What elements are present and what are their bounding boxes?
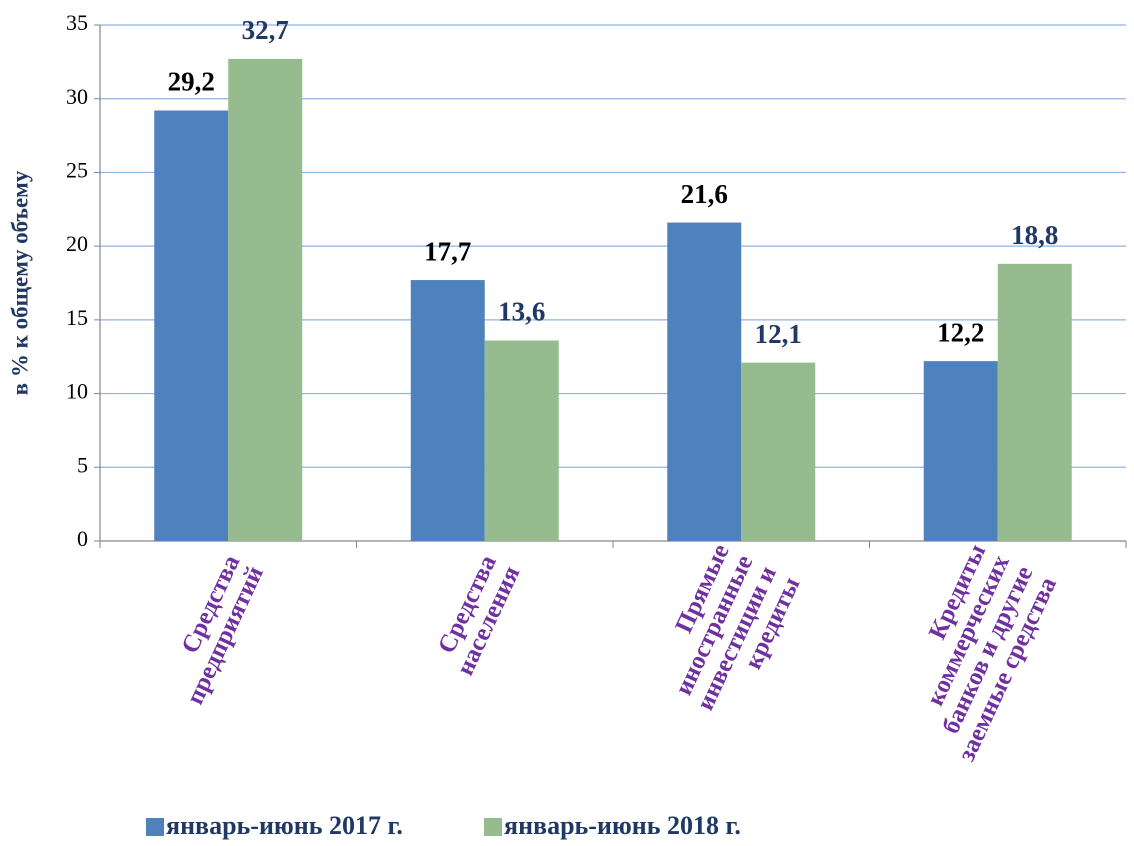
y-tick-label: 35 [66,10,88,35]
value-label: 13,6 [498,297,545,327]
bar [923,361,998,541]
bar [410,280,485,541]
y-tick-label: 10 [66,379,88,404]
legend-swatch [484,818,502,836]
bar [741,362,816,541]
y-tick-label: 0 [77,526,88,551]
legend-label: январь-июнь 2017 г. [166,811,403,840]
y-tick-label: 5 [77,452,88,477]
value-label: 12,2 [937,317,984,347]
x-tick-label: Прямыеиностранныеинвестиции икредиты [644,540,805,725]
legend-label: январь-июнь 2018 г. [504,811,741,840]
value-label: 29,2 [168,67,215,97]
x-tick-label: Средствапредприятий [158,551,269,709]
y-axis-label: в % к общему объему [7,170,32,395]
value-label: 21,6 [681,179,728,209]
y-tick-label: 20 [66,231,88,256]
value-label: 17,7 [424,236,471,266]
x-tick-label: Средстванаселения [428,551,526,680]
value-label: 12,1 [755,319,802,349]
bar [997,263,1072,541]
x-tick-label: Кредитыкоммерческихбанков и другиезаемны… [882,540,1062,766]
value-label: 32,7 [242,15,289,45]
legend-swatch [146,818,164,836]
bar [154,110,229,541]
y-tick-label: 25 [66,157,88,182]
bar [228,58,303,542]
bar [484,340,559,541]
y-tick-label: 15 [66,305,88,330]
bar [667,222,742,541]
y-tick-label: 30 [66,84,88,109]
value-label: 18,8 [1011,220,1058,250]
